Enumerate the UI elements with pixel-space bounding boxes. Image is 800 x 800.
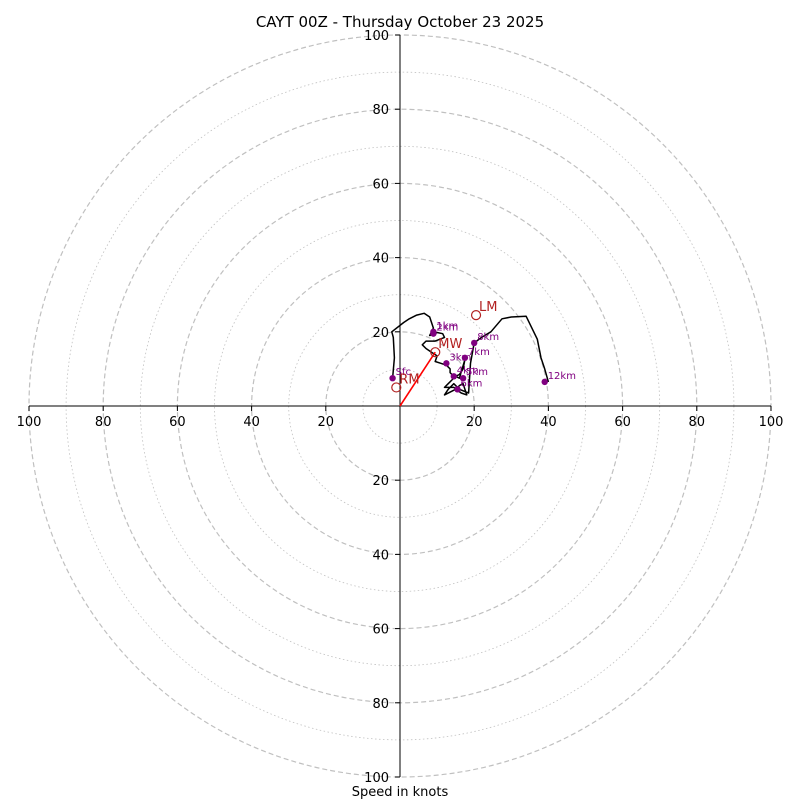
height-marker-point [454, 386, 461, 393]
y-tick-label: 20 [372, 474, 389, 489]
height-marker-point [459, 374, 467, 382]
height-marker-point [443, 360, 450, 367]
y-tick-label: 40 [372, 548, 389, 563]
y-tick-label: 60 [372, 177, 389, 192]
x-tick-label: 80 [689, 415, 706, 430]
chart-title: CAYT 00Z - Thursday October 23 2025 [256, 13, 544, 31]
height-marker-point [430, 330, 437, 337]
height-marker-label: 7km [468, 347, 490, 358]
x-tick-label: 20 [466, 415, 483, 430]
storm-motion-point [430, 347, 441, 358]
x-tick-label: 40 [540, 415, 557, 430]
y-tick-label: 100 [364, 771, 389, 786]
y-tick-label: 40 [372, 252, 389, 267]
height-marker-label: 12km [548, 371, 576, 382]
y-tick-label: 80 [372, 103, 389, 118]
x-axis-label: Speed in knots [352, 785, 449, 800]
storm-motion-markers: LM MW RM [391, 300, 498, 407]
storm-motion-point [470, 310, 482, 321]
height-marker-point [461, 354, 469, 361]
x-tick-label: 60 [169, 415, 186, 430]
height-marker-label: 8km [477, 332, 499, 343]
y-tick-label: 60 [372, 623, 389, 638]
height-marker-label: 1km [436, 321, 458, 332]
height-marker-label: 4km [457, 365, 479, 376]
storm-motion-point [391, 382, 402, 393]
y-tick-label: 100 [364, 29, 389, 44]
x-tick-label: 40 [243, 415, 260, 430]
y-tick-label: 80 [372, 697, 389, 712]
height-marker-point [541, 378, 548, 386]
height-marker-label: 5km [466, 367, 488, 378]
x-tick-label: 60 [614, 415, 631, 430]
x-tick-label: 100 [759, 415, 784, 430]
height-marker-point [471, 339, 478, 347]
tick-labels: 100 80 60 40 20 20 40 60 80 100 100 80 60 40 20 20 40 60 8… [17, 29, 784, 786]
height-marker-point [389, 374, 396, 382]
y-tick-label: 20 [372, 326, 389, 341]
height-marker-label: Sfc [396, 367, 411, 378]
height-marker-point [450, 373, 457, 380]
height-marker-label: 6km [461, 378, 483, 389]
x-tick-label: 80 [95, 415, 112, 430]
x-tick-label: 20 [318, 415, 335, 430]
height-marker-label: 3km [449, 352, 471, 363]
storm-motion-label: LM [479, 300, 497, 315]
storm-motion-label: MW [438, 337, 462, 352]
storm-motion-vector [399, 351, 436, 407]
height-marker-label: 2km [436, 323, 458, 334]
storm-motion-label: RM [399, 372, 419, 387]
x-tick-label: 100 [17, 415, 42, 430]
